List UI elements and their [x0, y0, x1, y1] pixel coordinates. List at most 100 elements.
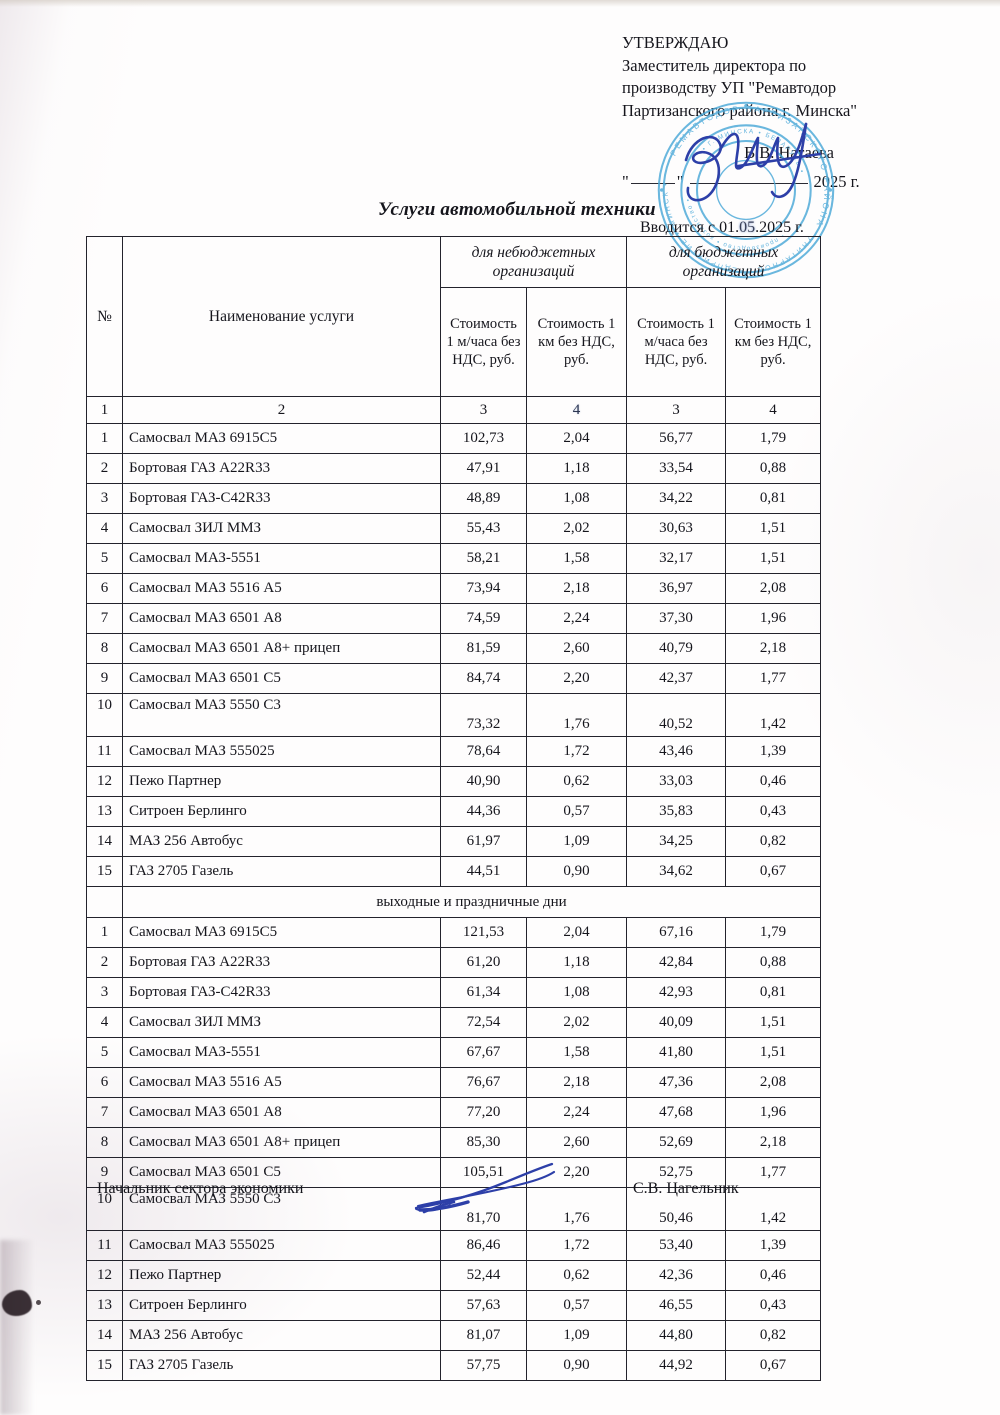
row-service-name: Самосвал МАЗ 5516 А5 — [122, 1067, 441, 1098]
row-nonbudget-km: 1,72 — [525, 736, 628, 767]
row-number: 2 — [86, 453, 123, 484]
column-number-1: 1 — [86, 396, 123, 424]
row-nonbudget-hour: 48,89 — [440, 483, 527, 514]
row-nonbudget-hour: 105,51 — [440, 1157, 527, 1188]
effective-date-prefix: Вводится с 01. — [640, 219, 740, 236]
table-row: 2 Бортовая ГАЗ А22R33 61,20 1,18 42,84 0,88 — [86, 947, 822, 978]
row-budget-hour: 42,36 — [626, 1260, 727, 1291]
row-nonbudget-hour: 81,70 — [440, 1187, 527, 1231]
row-service-name: Самосвал МАЗ 6501 А8 — [122, 603, 441, 634]
row-nonbudget-km: 1,18 — [525, 453, 628, 484]
row-budget-km: 1,39 — [725, 1230, 822, 1261]
row-service-name: Самосвал МАЗ 6915С5 — [122, 917, 441, 948]
column-number-6: 4 — [725, 396, 822, 424]
document-title: Услуги автомобильной техники — [378, 199, 656, 220]
row-nonbudget-km: 1,58 — [525, 543, 628, 574]
row-number: 3 — [86, 483, 123, 514]
row-budget-hour: 52,69 — [626, 1127, 727, 1158]
row-budget-hour: 50,46 — [626, 1187, 727, 1231]
table-row: 15 ГАЗ 2705 Газель 57,75 0,90 44,92 0,67 — [86, 1350, 822, 1381]
row-nonbudget-km: 2,24 — [525, 603, 628, 634]
quote-open: " — [622, 172, 629, 191]
row-number: 7 — [86, 603, 123, 634]
row-nonbudget-km: 1,08 — [525, 977, 628, 1008]
row-budget-hour: 47,68 — [626, 1097, 727, 1128]
row-nonbudget-km: 0,57 — [525, 1290, 628, 1321]
row-budget-km: 0,82 — [725, 826, 822, 857]
row-number: 7 — [86, 1097, 123, 1128]
row-number: 6 — [86, 1067, 123, 1098]
table-row: 2 Бортовая ГАЗ А22R33 47,91 1,18 33,54 0,88 — [86, 453, 822, 484]
row-number: 4 — [86, 1007, 123, 1038]
row-nonbudget-km: 1,08 — [525, 483, 628, 514]
row-nonbudget-hour: 73,32 — [440, 693, 527, 737]
approval-block: УТВЕРЖДАЮ Заместитель директора по произ… — [622, 32, 982, 165]
table-row: 5 Самосвал МАЗ-5551 58,21 1,58 32,17 1,51 — [86, 543, 822, 574]
row-service-name: Самосвал МАЗ 6501 А8+ прицеп — [122, 1127, 441, 1158]
row-budget-km: 1,79 — [725, 423, 822, 454]
table-row: 4 Самосвал ЗИЛ ММЗ 72,54 2,02 40,09 1,51 — [86, 1007, 822, 1038]
row-nonbudget-km: 1,72 — [525, 1230, 628, 1261]
table-row: 6 Самосвал МАЗ 5516 А5 73,94 2,18 36,97 2,08 — [86, 573, 822, 604]
column-number-5: 3 — [626, 396, 727, 424]
row-nonbudget-hour: 44,51 — [440, 856, 527, 887]
table-header-row-groups: № Наименование услуги для небюджетных ор… — [86, 236, 822, 397]
row-number: 9 — [86, 663, 123, 694]
approval-signatory-name: В.В. Нагаева — [744, 143, 834, 162]
section-header-weekend-label: выходные и праздничные дни — [121, 886, 822, 918]
table-row: 8 Самосвал МАЗ 6501 А8+ прицеп 81,59 2,60 40… — [86, 633, 822, 664]
table-body-weekend: 1 Самосвал МАЗ 6915С5 121,53 2,04 67,16 1,79 2… — [86, 917, 822, 1381]
row-budget-km: 1,51 — [725, 1037, 822, 1068]
row-number: 5 — [86, 543, 123, 574]
row-nonbudget-hour: 78,64 — [440, 736, 527, 767]
row-number: 12 — [86, 1260, 123, 1291]
row-budget-hour: 67,16 — [626, 917, 727, 948]
row-nonbudget-km: 2,02 — [525, 513, 628, 544]
row-service-name: Самосвал МАЗ 555025 — [122, 1230, 441, 1261]
row-nonbudget-hour: 61,20 — [440, 947, 527, 978]
row-nonbudget-hour: 47,91 — [440, 453, 527, 484]
row-budget-km: 0,88 — [725, 453, 822, 484]
row-number: 15 — [86, 856, 123, 887]
row-nonbudget-hour: 85,30 — [440, 1127, 527, 1158]
header-service-name: Наименование услуги — [122, 236, 441, 397]
table-row: 14 МАЗ 256 Автобус 81,07 1,09 44,80 0,82 — [86, 1320, 822, 1351]
header-nonbudget-km: Стоимость 1 км без НДС, руб. — [525, 287, 628, 397]
row-nonbudget-km: 2,20 — [525, 1157, 628, 1188]
day-blank-line — [630, 183, 675, 184]
row-budget-km: 0,81 — [725, 483, 822, 514]
row-number: 14 — [86, 1320, 123, 1351]
row-nonbudget-hour: 61,34 — [440, 977, 527, 1008]
row-budget-hour: 56,77 — [626, 423, 727, 454]
row-budget-km: 2,08 — [725, 1067, 822, 1098]
row-budget-hour: 44,92 — [626, 1350, 727, 1381]
row-budget-hour: 47,36 — [626, 1067, 727, 1098]
table-row: 10 Самосвал МАЗ 5550 С3 73,32 1,76 40,52 1,42 — [86, 693, 822, 737]
row-number: 14 — [86, 826, 123, 857]
row-service-name: Пежо Партнер — [122, 766, 441, 797]
row-nonbudget-hour: 61,97 — [440, 826, 527, 857]
row-budget-hour: 42,93 — [626, 977, 727, 1008]
table-row: 12 Пежо Партнер 52,44 0,62 42,36 0,46 — [86, 1260, 822, 1291]
row-service-name: Бортовая ГАЗ-С42R33 — [122, 977, 441, 1008]
row-service-name: Самосвал МАЗ-5551 — [122, 1037, 441, 1068]
row-number: 6 — [86, 573, 123, 604]
row-budget-hour: 32,17 — [626, 543, 727, 574]
row-budget-hour: 53,40 — [626, 1230, 727, 1261]
header-budget-km: Стоимость 1 км без НДС, руб. — [725, 287, 822, 397]
row-nonbudget-km: 0,57 — [525, 796, 628, 827]
header-group-nonbudget: для небюджетных организаций — [439, 236, 628, 288]
row-budget-hour: 34,62 — [626, 856, 727, 887]
footer-role: Начальник сектора экономики — [97, 1180, 304, 1197]
row-budget-hour: 41,80 — [626, 1037, 727, 1068]
row-budget-hour: 34,25 — [626, 826, 727, 857]
row-service-name: Ситроен Берлинго — [122, 1290, 441, 1321]
row-budget-hour: 30,63 — [626, 513, 727, 544]
row-service-name: МАЗ 256 Автобус — [122, 826, 441, 857]
row-service-name: Ситроен Берлинго — [122, 796, 441, 827]
quote-close: " — [676, 172, 684, 191]
scan-ink-dot-artifact — [36, 1300, 41, 1305]
table-row: 15 ГАЗ 2705 Газель 44,51 0,90 34,62 0,67 — [86, 856, 822, 887]
header-number: № — [86, 236, 123, 397]
row-service-name: ГАЗ 2705 Газель — [122, 856, 441, 887]
